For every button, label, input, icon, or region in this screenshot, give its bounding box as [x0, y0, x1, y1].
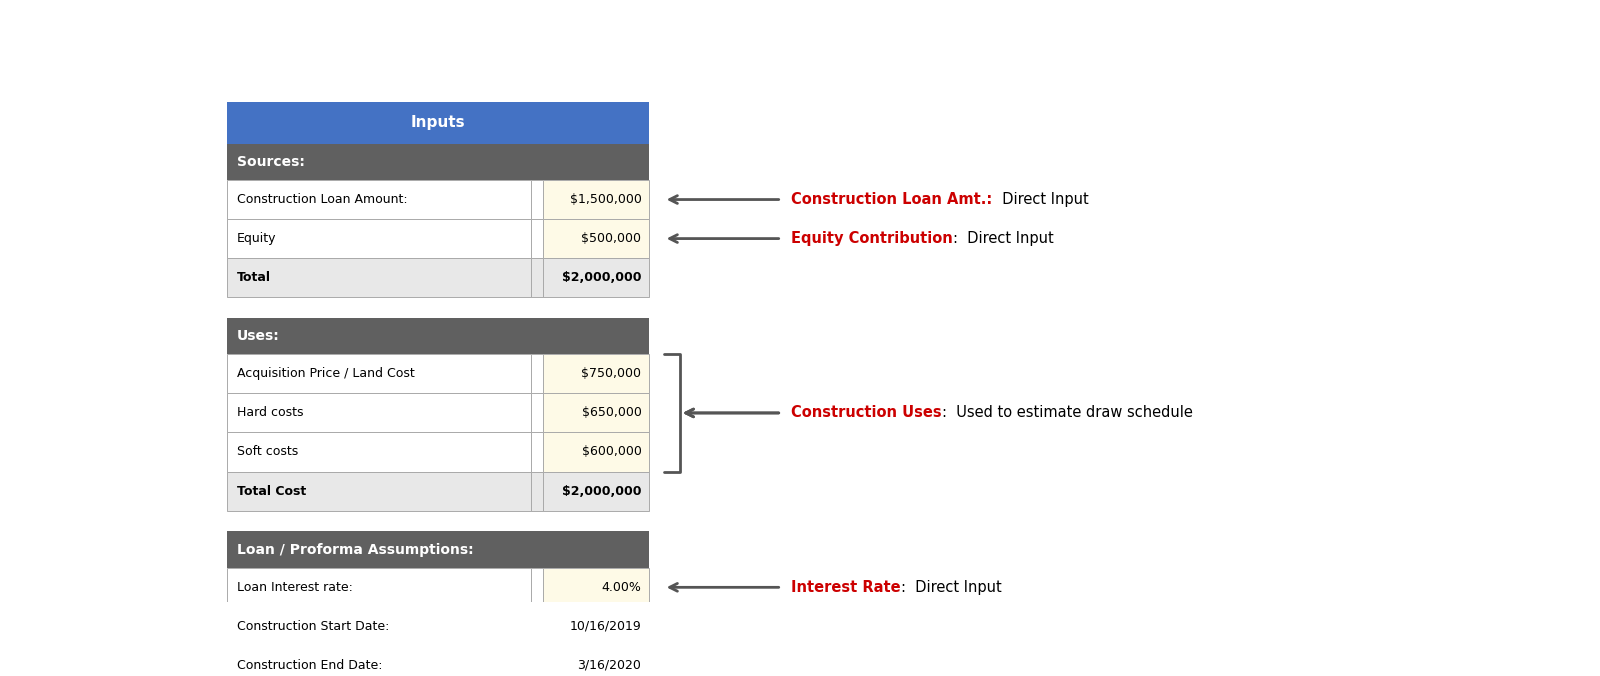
Bar	[227, 433, 531, 472]
Text: $2,000,000: $2,000,000	[562, 485, 642, 498]
Text: Total Cost: Total Cost	[237, 485, 307, 498]
Bar	[227, 568, 531, 607]
Bar	[544, 646, 650, 676]
Text: Construction Start Date:: Construction Start Date:	[237, 620, 389, 633]
Bar	[531, 433, 544, 472]
Bar	[227, 219, 531, 258]
Bar	[227, 143, 650, 180]
Text: 10/16/2019: 10/16/2019	[570, 620, 642, 633]
Bar	[531, 646, 544, 676]
Text: Sources:: Sources:	[237, 155, 306, 169]
Text: Construction Uses: Construction Uses	[792, 406, 942, 420]
Bar	[227, 607, 531, 646]
Bar	[227, 531, 650, 568]
Text: Direct Input: Direct Input	[992, 192, 1088, 207]
Text: Construction Loan Amt.:: Construction Loan Amt.:	[792, 192, 992, 207]
Text: Construction End Date:: Construction End Date:	[237, 659, 382, 672]
Text: Construction Loan Amount:: Construction Loan Amount:	[237, 193, 408, 206]
Bar	[544, 472, 650, 510]
Text: :  Direct Input: : Direct Input	[901, 580, 1002, 595]
Bar	[227, 102, 650, 143]
Bar	[544, 219, 650, 258]
Text: :  Used to estimate draw schedule: : Used to estimate draw schedule	[942, 406, 1194, 420]
Text: 3/16/2020: 3/16/2020	[578, 659, 642, 672]
Text: Loan Interest rate:: Loan Interest rate:	[237, 581, 354, 594]
Bar	[227, 472, 531, 510]
Text: Soft costs: Soft costs	[237, 445, 299, 458]
Text: :  Direct Input: : Direct Input	[954, 231, 1054, 246]
Bar	[544, 180, 650, 219]
Bar	[544, 607, 650, 646]
Text: $2,000,000: $2,000,000	[562, 271, 642, 284]
Text: 4.00%: 4.00%	[602, 581, 642, 594]
Text: $750,000: $750,000	[581, 368, 642, 381]
Text: $650,000: $650,000	[581, 406, 642, 419]
Bar	[227, 258, 531, 297]
Text: Uses:: Uses:	[237, 329, 280, 343]
Bar	[531, 219, 544, 258]
Bar	[227, 393, 531, 433]
Bar	[531, 568, 544, 607]
Text: Acquisition Price / Land Cost: Acquisition Price / Land Cost	[237, 368, 414, 381]
Bar	[531, 607, 544, 646]
Text: Loan / Proforma Assumptions:: Loan / Proforma Assumptions:	[237, 543, 474, 556]
Bar	[227, 180, 531, 219]
Text: Equity: Equity	[237, 232, 277, 245]
Text: $500,000: $500,000	[581, 232, 642, 245]
Text: Interest Rate: Interest Rate	[792, 580, 901, 595]
Text: Equity Contribution: Equity Contribution	[792, 231, 954, 246]
Text: $600,000: $600,000	[581, 445, 642, 458]
Bar	[531, 393, 544, 433]
Bar	[227, 318, 650, 354]
Bar	[531, 180, 544, 219]
Text: Hard costs: Hard costs	[237, 406, 304, 419]
Text: Total: Total	[237, 271, 270, 284]
Bar	[531, 472, 544, 510]
Bar	[544, 258, 650, 297]
Bar	[544, 568, 650, 607]
Text: Inputs: Inputs	[411, 116, 466, 130]
Bar	[544, 393, 650, 433]
Bar	[544, 354, 650, 393]
Bar	[531, 258, 544, 297]
Bar	[544, 433, 650, 472]
Bar	[531, 354, 544, 393]
Bar	[227, 646, 531, 676]
Bar	[227, 354, 531, 393]
Text: $1,500,000: $1,500,000	[570, 193, 642, 206]
